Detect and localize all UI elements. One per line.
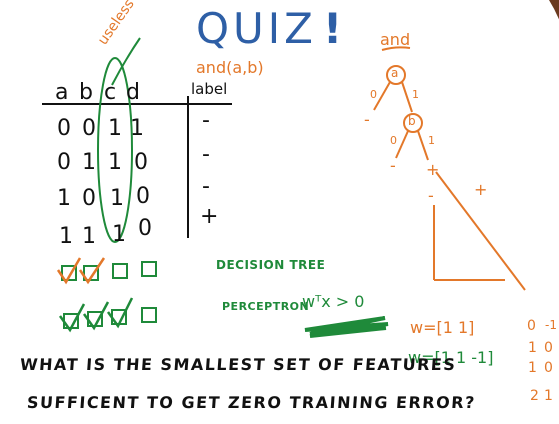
tree-edge-0: 0: [370, 88, 377, 101]
side-value-0: 0: [527, 318, 536, 334]
decision-tree-checkboxes: [61, 261, 157, 281]
perceptron-checks: [58, 297, 134, 333]
tree-child-label: b: [408, 114, 416, 128]
useless-pointer: [111, 37, 141, 86]
side-value-5: 0: [544, 360, 553, 376]
question-line-1: WHAT IS THE SMALLEST SET OF FEATURES: [19, 355, 458, 374]
tree-edge-1: 1: [412, 88, 419, 101]
cell-r0-c: 1: [108, 116, 122, 141]
label-header: label: [191, 80, 228, 98]
cell-r2-a: 1: [57, 186, 71, 211]
side-value-4: 1: [528, 360, 537, 376]
tree-leaf-0: -: [364, 110, 370, 129]
tree-root-node: [386, 65, 406, 85]
checkbox-a-tree: [61, 265, 77, 281]
col-header-c: c: [104, 80, 117, 105]
label-r2: -: [202, 174, 210, 199]
side-value-6: 2: [530, 388, 539, 404]
cell-r2-b: 0: [82, 186, 96, 211]
cell-r1-c: 1: [108, 150, 122, 175]
plot-plus-label: +: [474, 180, 488, 199]
green-scribble: [304, 316, 389, 338]
perceptron-label: PERCEPTRON: [222, 300, 310, 313]
cell-r0-d: 1: [130, 116, 144, 141]
tree-edge-2: 0: [390, 134, 397, 147]
tree-root-label: a: [391, 66, 399, 80]
question-line-2: SUFFICENT TO GET ZERO TRAINING ERROR?: [26, 393, 477, 412]
instructor-hand: [549, 0, 559, 20]
cell-r0-a: 0: [57, 116, 71, 141]
tree-title: and: [380, 30, 411, 49]
tree-edge-3: 1: [428, 134, 435, 147]
feature-plot: [433, 171, 526, 291]
tree-leaf-1: -: [390, 156, 396, 175]
label-r1: -: [202, 142, 210, 167]
decision-tree-diagram: [373, 46, 429, 161]
side-value-7: 1: [544, 388, 553, 404]
weights-line-1: w=[1 1]: [410, 318, 475, 337]
col-header-d: d: [126, 80, 140, 105]
side-value-2: 1: [528, 340, 537, 356]
tree-child-node: [403, 113, 423, 133]
cell-r3-d: 0: [138, 216, 152, 241]
checkbox-d-tree: [141, 261, 157, 277]
cell-r3-a: 1: [59, 224, 73, 249]
plot-minus-label: -: [428, 186, 434, 205]
side-value-3: 0: [544, 340, 553, 356]
cell-r1-d: 0: [134, 150, 148, 175]
checkbox-c-tree: [112, 263, 128, 279]
page-title: QUIZ!: [196, 4, 347, 53]
cell-r2-c: 1: [110, 186, 124, 211]
cell-r0-b: 0: [82, 116, 96, 141]
perceptron-formula: wᵀx > 0: [302, 292, 365, 311]
cell-r3-c: 1: [112, 222, 126, 247]
tree-leaf-2: +: [426, 160, 440, 179]
plot-boundary-line: [435, 171, 526, 291]
side-value-1: -1: [545, 318, 557, 332]
and-formula: and(a,b): [196, 58, 264, 77]
cell-r1-a: 0: [57, 150, 71, 175]
decision-tree-label: DECISION TREE: [216, 258, 326, 272]
checkbox-b-tree: [83, 265, 99, 281]
decision-tree-checks: [56, 257, 106, 285]
col-header-b: b: [79, 80, 93, 105]
column-c-circle: [97, 57, 133, 243]
weights-line-2: w=[1 1 -1]: [408, 348, 494, 367]
label-r3: +: [200, 204, 219, 229]
title-exclamation: !: [322, 4, 347, 53]
cell-r1-b: 1: [82, 150, 96, 175]
label-r0: -: [202, 108, 210, 133]
cell-r2-d: 0: [136, 184, 150, 209]
col-header-a: a: [55, 80, 69, 105]
checkbox-d-perceptron: [141, 307, 157, 323]
cell-r3-b: 1: [82, 224, 96, 249]
